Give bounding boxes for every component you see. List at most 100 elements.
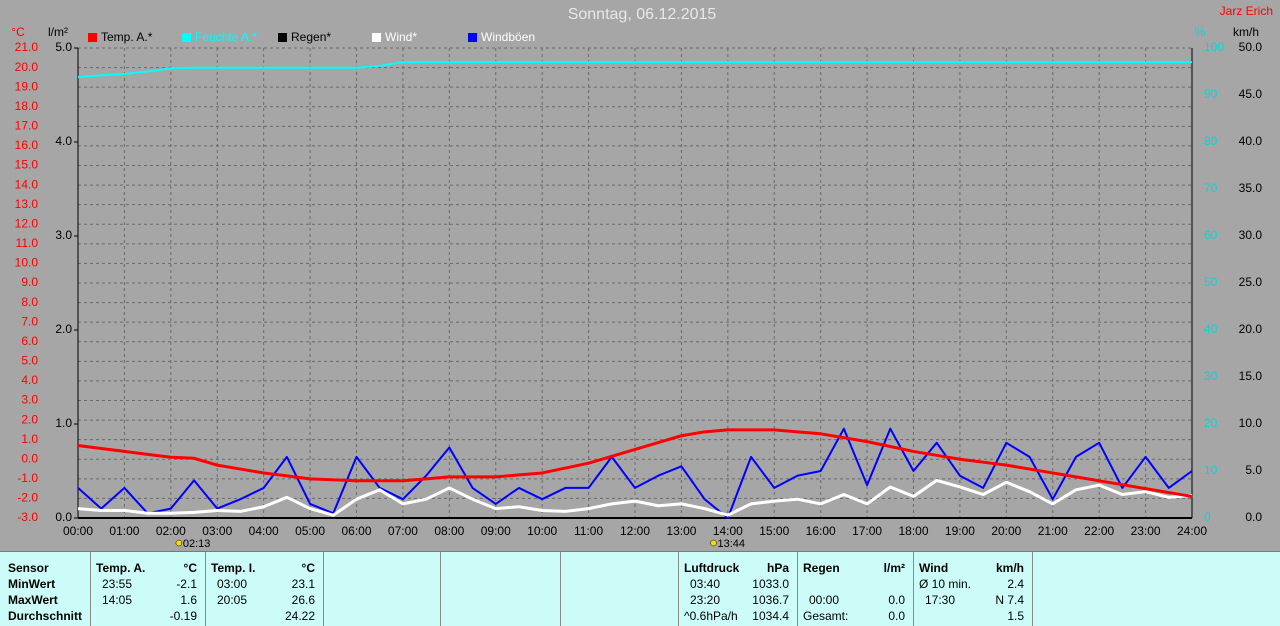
x-tick-label: 05:00	[295, 524, 325, 538]
y-tick-label: 9.0	[21, 275, 38, 289]
row-label: MaxWert	[8, 593, 58, 607]
cell-value: 1.6	[180, 593, 197, 607]
sensor-header: Sensor	[8, 561, 49, 575]
y-tick-label: 40.0	[1239, 134, 1263, 148]
y-tick-label: 70	[1204, 181, 1218, 195]
axis-unit: l/m²	[48, 25, 68, 39]
row-label: Durchschnitt	[8, 609, 83, 623]
author: Jarz Erich	[1220, 4, 1273, 18]
cell-time: 23:55	[102, 577, 133, 591]
y-tick-label: 35.0	[1239, 181, 1263, 195]
x-tick-label: 16:00	[806, 524, 836, 538]
cell-value: 0.0	[888, 593, 905, 607]
y-tick-label: 0.0	[21, 451, 38, 465]
chart-title: Sonntag, 06.12.2015	[568, 6, 717, 23]
sun-icon	[175, 539, 183, 547]
x-tick-label: 07:00	[388, 524, 418, 538]
column-header: Temp. A.	[96, 561, 146, 575]
x-tick-label: 02:00	[156, 524, 186, 538]
column-unit: °C	[183, 561, 197, 575]
legend-swatch	[468, 33, 477, 42]
y-tick-label: 45.0	[1239, 87, 1263, 101]
separator	[1032, 552, 1033, 626]
series-line	[77, 428, 1193, 498]
y-tick-label: 0	[1204, 510, 1211, 524]
cell-value: 1033.0	[752, 577, 789, 591]
y-tick-label: 50.0	[1239, 40, 1263, 54]
y-tick-label: 10.0	[1239, 416, 1263, 430]
axis-unit: %	[1195, 25, 1206, 39]
x-tick-label: 23:00	[1131, 524, 1161, 538]
cell-value: 1.5	[1007, 609, 1024, 623]
y-tick-label: 15.0	[1239, 369, 1263, 383]
column-header: Regen	[803, 561, 840, 575]
y-tick-label: 80	[1204, 134, 1218, 148]
series-line	[77, 478, 1193, 517]
cell-value: -0.19	[169, 609, 197, 623]
x-tick-label: 01:00	[109, 524, 139, 538]
series-line	[77, 427, 1193, 519]
y-tick-label: 20.0	[1239, 322, 1263, 336]
legend-label: Feuchte A.*	[195, 30, 257, 44]
x-tick-label: 09:00	[481, 524, 511, 538]
cell-value: -2.1	[176, 577, 197, 591]
y-tick-label: 60	[1204, 228, 1218, 242]
y-tick-label: 17.0	[15, 119, 39, 133]
column-header: Wind	[919, 561, 949, 575]
cell-time: 20:05	[217, 593, 248, 607]
cell-value: 1036.7	[752, 593, 789, 607]
y-tick-label: 7.0	[21, 314, 38, 328]
y-tick-label: 2.0	[55, 322, 72, 336]
row-label: MinWert	[8, 577, 56, 591]
y-tick-label: 14.0	[15, 177, 39, 191]
x-tick-label: 00:00	[63, 524, 93, 538]
y-tick-label: -1.0	[17, 471, 38, 485]
cell-time: 00:00	[809, 593, 840, 607]
annotation: 13:44	[717, 538, 745, 550]
x-tick-label: 13:00	[666, 524, 696, 538]
x-tick-label: 19:00	[945, 524, 975, 538]
cell-time: 17:30	[925, 593, 956, 607]
y-tick-label: 2.0	[21, 412, 38, 426]
x-tick-label: 08:00	[434, 524, 464, 538]
column-unit: l/m²	[883, 561, 905, 575]
y-tick-label: 50	[1204, 275, 1218, 289]
x-tick-label: 24:00	[1177, 524, 1207, 538]
column-header: Luftdruck	[684, 561, 740, 575]
y-tick-label: -3.0	[17, 510, 38, 524]
y-tick-label: 5.0	[55, 40, 72, 54]
legend-swatch	[372, 33, 381, 42]
y-tick-label: 13.0	[15, 197, 39, 211]
legend-swatch	[278, 33, 287, 42]
separator	[797, 552, 798, 626]
y-tick-label: -2.0	[17, 491, 38, 505]
y-tick-label: 25.0	[1239, 275, 1263, 289]
y-tick-label: 0.0	[1245, 510, 1262, 524]
y-tick-label: 1.0	[55, 416, 72, 430]
x-tick-label: 18:00	[898, 524, 928, 538]
cell-time: 23:20	[690, 593, 721, 607]
legend-swatch	[88, 33, 97, 42]
y-tick-label: 4.0	[55, 134, 72, 148]
legend-swatch	[182, 33, 191, 42]
annotation: 02:13	[183, 538, 211, 550]
cell-time: 14:05	[102, 593, 133, 607]
sun-icon	[710, 539, 717, 547]
axis-unit: km/h	[1233, 25, 1259, 39]
y-tick-label: 10	[1204, 463, 1218, 477]
series-line	[77, 61, 1192, 79]
y-tick-label: 40	[1204, 322, 1218, 336]
cell-value: 24.22	[284, 609, 315, 623]
y-tick-label: 10.0	[15, 256, 39, 270]
y-tick-label: 90	[1204, 87, 1218, 101]
y-tick-label: 5.0	[1245, 463, 1262, 477]
separator	[678, 552, 679, 626]
separator	[323, 552, 324, 626]
x-tick-label: 03:00	[202, 524, 232, 538]
x-tick-label: 14:00	[713, 524, 743, 538]
chart: Sonntag, 06.12.2015 Jarz Erich °C -3.0 -2.…	[0, 0, 1280, 551]
separator	[90, 552, 91, 626]
y-tick-label: 11.0	[16, 236, 39, 250]
chart-background	[0, 0, 1280, 551]
y-tick-label: 30	[1204, 369, 1218, 383]
